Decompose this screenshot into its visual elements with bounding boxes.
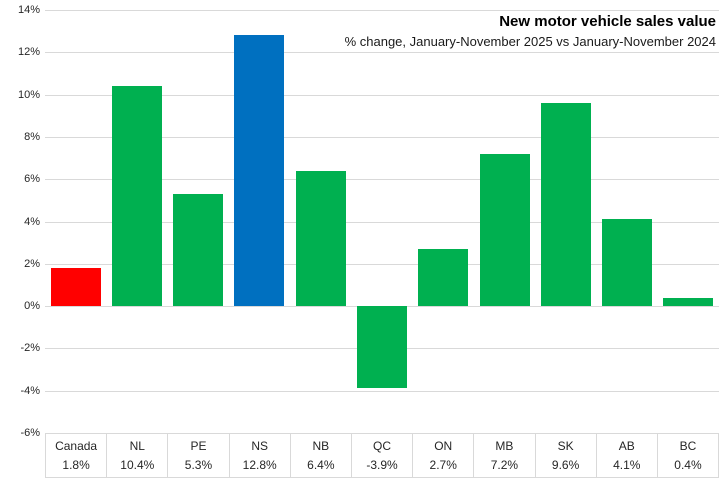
y-tick-label: -2% [20, 342, 40, 354]
gridline [45, 95, 719, 96]
y-tick-label: -4% [20, 385, 40, 397]
category-label: AB [618, 439, 635, 454]
y-tick-label: 12% [17, 46, 40, 58]
category-label: SK [557, 439, 574, 454]
category-label: BC [679, 439, 697, 454]
table-cell-sk: SK 9.6% [536, 434, 597, 477]
bar-canada [51, 268, 101, 306]
y-tick-label: 0% [24, 300, 40, 312]
y-tick-label: 2% [24, 258, 40, 270]
table-cell-pe: PE 5.3% [168, 434, 230, 477]
y-tick-label: 14% [17, 4, 40, 16]
value-label: 0.4% [674, 457, 702, 472]
table-cell-bc: BC 0.4% [658, 434, 720, 477]
table-cell-mb: MB 7.2% [474, 434, 536, 477]
table-cell-qc: QC -3.9% [352, 434, 414, 477]
gridline [45, 10, 719, 11]
value-label: 4.1% [613, 457, 641, 472]
table-cell-ns: NS 12.8% [230, 434, 291, 477]
value-label: 9.6% [551, 457, 580, 472]
bar-bc [663, 298, 713, 306]
value-label: 10.4% [120, 457, 155, 472]
chart-subtitle: % change, January-November 2025 vs Janua… [344, 34, 716, 49]
gridline [45, 222, 719, 223]
y-tick-label: 6% [24, 173, 40, 185]
bar-qc [357, 306, 407, 388]
gridline [45, 179, 719, 180]
bar-nb [296, 171, 346, 306]
category-label: NB [312, 439, 330, 454]
bar-pe [173, 194, 223, 306]
category-label: PE [190, 439, 207, 454]
y-tick-label: 10% [17, 89, 40, 101]
y-axis: 14% 12% 10% 8% 6% 4% 2% 0% -2% -4% -6% [0, 0, 40, 481]
value-label: -3.9% [366, 457, 398, 472]
gridline [45, 137, 719, 138]
category-label: Canada [55, 439, 98, 454]
table-cell-on: ON 2.7% [413, 434, 475, 477]
plot-area [45, 10, 719, 434]
category-label: QC [373, 439, 392, 454]
gridline [45, 391, 719, 392]
value-label: 2.7% [429, 457, 457, 472]
bar-nl [112, 86, 162, 306]
bar-on [418, 249, 468, 306]
value-label: 6.4% [307, 457, 335, 472]
bar-ab [602, 219, 652, 306]
chart-header: New motor vehicle sales value % change, … [345, 12, 716, 50]
gridline [45, 52, 719, 53]
value-label: 5.3% [184, 457, 213, 472]
data-table: Canada 1.8% NL 10.4% PE 5.3% NS 12.8% NB 6.4% QC -3… [45, 433, 720, 478]
value-label: 1.8% [62, 457, 90, 472]
category-label: NS [251, 439, 268, 454]
y-tick-label: -6% [20, 427, 40, 439]
value-label: 7.2% [490, 457, 519, 472]
category-label: ON [434, 439, 453, 454]
table-cell-nb: NB 6.4% [291, 434, 352, 477]
category-label: NL [129, 439, 145, 454]
y-tick-label: 8% [24, 131, 40, 143]
table-cell-nl: NL 10.4% [107, 434, 169, 477]
gridline [45, 264, 719, 265]
bar-mb [480, 154, 530, 306]
bar-ns [234, 35, 284, 306]
category-label: MB [495, 439, 514, 454]
bar-sk [541, 103, 591, 306]
chart-title: New motor vehicle sales value [499, 13, 716, 30]
value-label: 12.8% [242, 457, 277, 472]
table-cell-canada: Canada 1.8% [46, 434, 108, 477]
table-cell-ab: AB 4.1% [597, 434, 658, 477]
y-tick-label: 4% [24, 216, 40, 228]
